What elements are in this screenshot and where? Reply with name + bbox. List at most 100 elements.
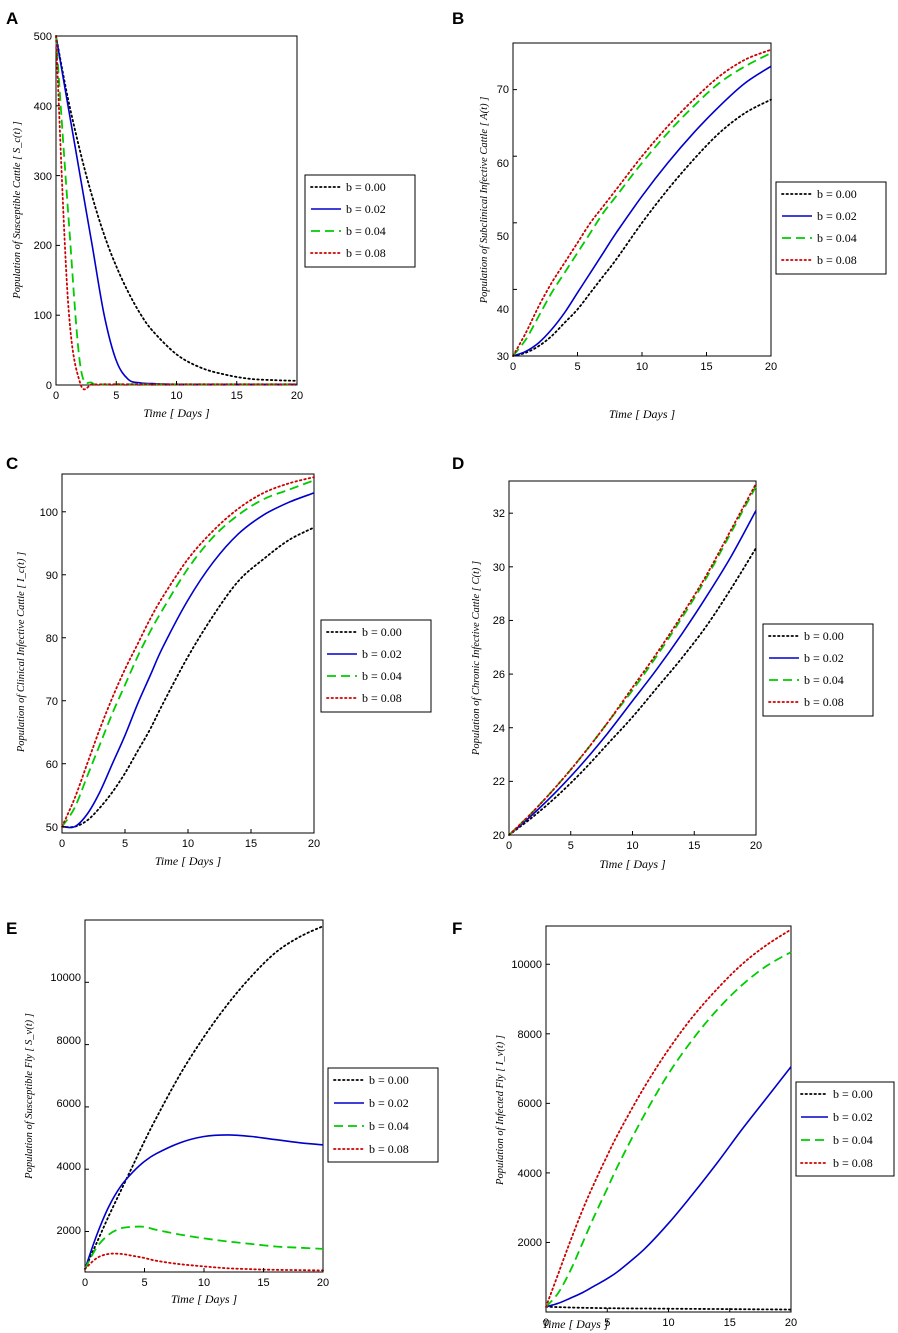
y-tick-label: 8000 [57,1035,81,1047]
legend-label: b = 0.02 [346,202,386,216]
legend-label: b = 0.04 [817,231,857,245]
y-tick-label: 200 [34,240,52,252]
legend-label: b = 0.08 [346,246,386,260]
y-tick-label: 100 [34,310,52,322]
legend-label: b = 0.02 [817,209,857,223]
legend-label: b = 0.04 [804,673,844,687]
series-line-b008 [545,928,792,1308]
x-tick-label: 5 [574,361,580,373]
x-tick-label: 10 [170,390,182,402]
legend: b = 0.00 b = 0.02 b = 0.04 b = 0.08 [320,619,432,713]
series-line-b004 [545,951,792,1308]
series-group [84,925,324,1272]
legend-label: b = 0.08 [804,695,844,709]
y-tick-label: 80 [46,633,58,645]
x-tick-label: 0 [510,361,516,373]
x-tick-label: 5 [568,840,574,852]
legend-label: b = 0.04 [346,224,386,238]
x-tick-label: 5 [604,1317,610,1329]
legend-label: b = 0.02 [804,651,844,665]
y-tick-label: 10000 [50,972,81,984]
y-axis-label: Population of Subclinical Infective Catt… [479,97,490,305]
series-line-b002 [545,1066,792,1308]
x-tick-label: 10 [182,838,194,850]
x-tick-label: 0 [53,390,59,402]
legend-label: b = 0.02 [833,1110,873,1124]
y-tick-label: 60 [46,759,58,771]
y-ticks: 2000 4000 6000 8000 10000 [511,959,542,1249]
y-tick-label: 24 [493,723,505,735]
legend-box [775,181,887,275]
x-tick-label: 5 [113,390,119,402]
legend-box [320,619,432,713]
series-line-b000 [61,526,315,829]
x-tick-label: 10 [636,361,648,373]
x-axis-label: Time [ Days ] [599,857,666,871]
panel-b: B 0 5 10 15 20 30 40 50 60 70 Time [ Day… [452,9,887,421]
legend: b = 0.00 b = 0.02 b = 0.04 b = 0.08 [795,1081,895,1177]
x-ticks: 0 5 10 15 20 [59,838,320,850]
plot-frame [512,42,772,357]
x-tick-label: 15 [688,840,700,852]
series-line-b008 [55,35,298,391]
legend-label: b = 0.02 [362,647,402,661]
series-line-b002 [61,492,315,829]
legend-label: b = 0.08 [833,1156,873,1170]
y-tick-label: 4000 [518,1168,542,1180]
y-tick-label: 400 [34,101,52,113]
legend-label: b = 0.02 [369,1096,409,1110]
y-ticks: 50 60 70 80 90 100 [40,507,58,834]
series-line-b008 [61,476,315,828]
x-tick-label: 0 [543,1317,549,1329]
y-tick-label: 32 [493,508,505,520]
plot-frame [508,480,757,836]
y-axis-label: Population of Susceptible Cattle [ S_c(t… [12,121,23,299]
y-tick-label: 26 [493,669,505,681]
y-tick-label: 90 [46,570,58,582]
legend-label: b = 0.08 [362,691,402,705]
y-tick-label: 20 [493,830,505,842]
legend: b = 0.00 b = 0.02 b = 0.04 b = 0.08 [762,623,874,717]
y-tick-label: 70 [497,84,509,96]
legend-label: b = 0.08 [369,1142,409,1156]
series-line-b002 [55,35,297,386]
panel-e: E 0 5 10 15 20 2000 4000 6000 8000 10000… [6,919,439,1306]
legend-box [762,623,874,717]
x-ticks: 0 5 10 15 20 [543,1317,797,1329]
series-line-b000 [84,925,324,1270]
x-axis-label: Time [ Days ] [155,854,222,868]
series-line-b000 [508,547,757,836]
y-axis-label: Population of Infected Fly [ I_v(t) ] [495,1035,506,1186]
series-group [508,482,757,836]
x-axis-label: Time [ Days ] [542,1317,609,1331]
plot-frame [84,919,324,1273]
x-tick-label: 20 [765,361,777,373]
y-tick-label: 10000 [511,959,542,971]
legend: b = 0.00 b = 0.02 b = 0.04 b = 0.08 [327,1067,439,1163]
x-ticks: 0 5 10 15 20 [506,840,762,852]
legend-label: b = 0.08 [817,253,857,267]
y-tick-label: 500 [34,31,52,43]
series-line-b004 [508,485,757,836]
plot-frame [545,925,792,1313]
series-group [545,928,792,1311]
y-tick-label: 8000 [518,1029,542,1041]
y-axis-label: Population of Clinical Infective Cattle … [16,552,27,753]
y-axis-label: Population of Susceptible Fly [ S_v(t) ] [24,1013,35,1180]
series-line-b008 [508,482,757,836]
legend-box [327,1067,439,1163]
panel-c: C 0 5 10 15 20 50 60 70 80 90 100 Time [… [6,454,432,868]
series-line-b002 [84,1134,324,1270]
y-tick-label: 300 [34,171,52,183]
legend-label: b = 0.04 [369,1119,409,1133]
series-line-b000 [512,98,772,357]
x-tick-label: 10 [626,840,638,852]
x-axis-label: Time [ Days ] [609,407,676,421]
x-axis-label: Time [ Days ] [171,1292,238,1306]
series-line-b008 [512,48,772,357]
y-tick-label: 4000 [57,1161,81,1173]
y-tick-label: 30 [497,351,509,363]
plot-frame [61,473,315,834]
panel-letter-a: A [6,9,18,28]
